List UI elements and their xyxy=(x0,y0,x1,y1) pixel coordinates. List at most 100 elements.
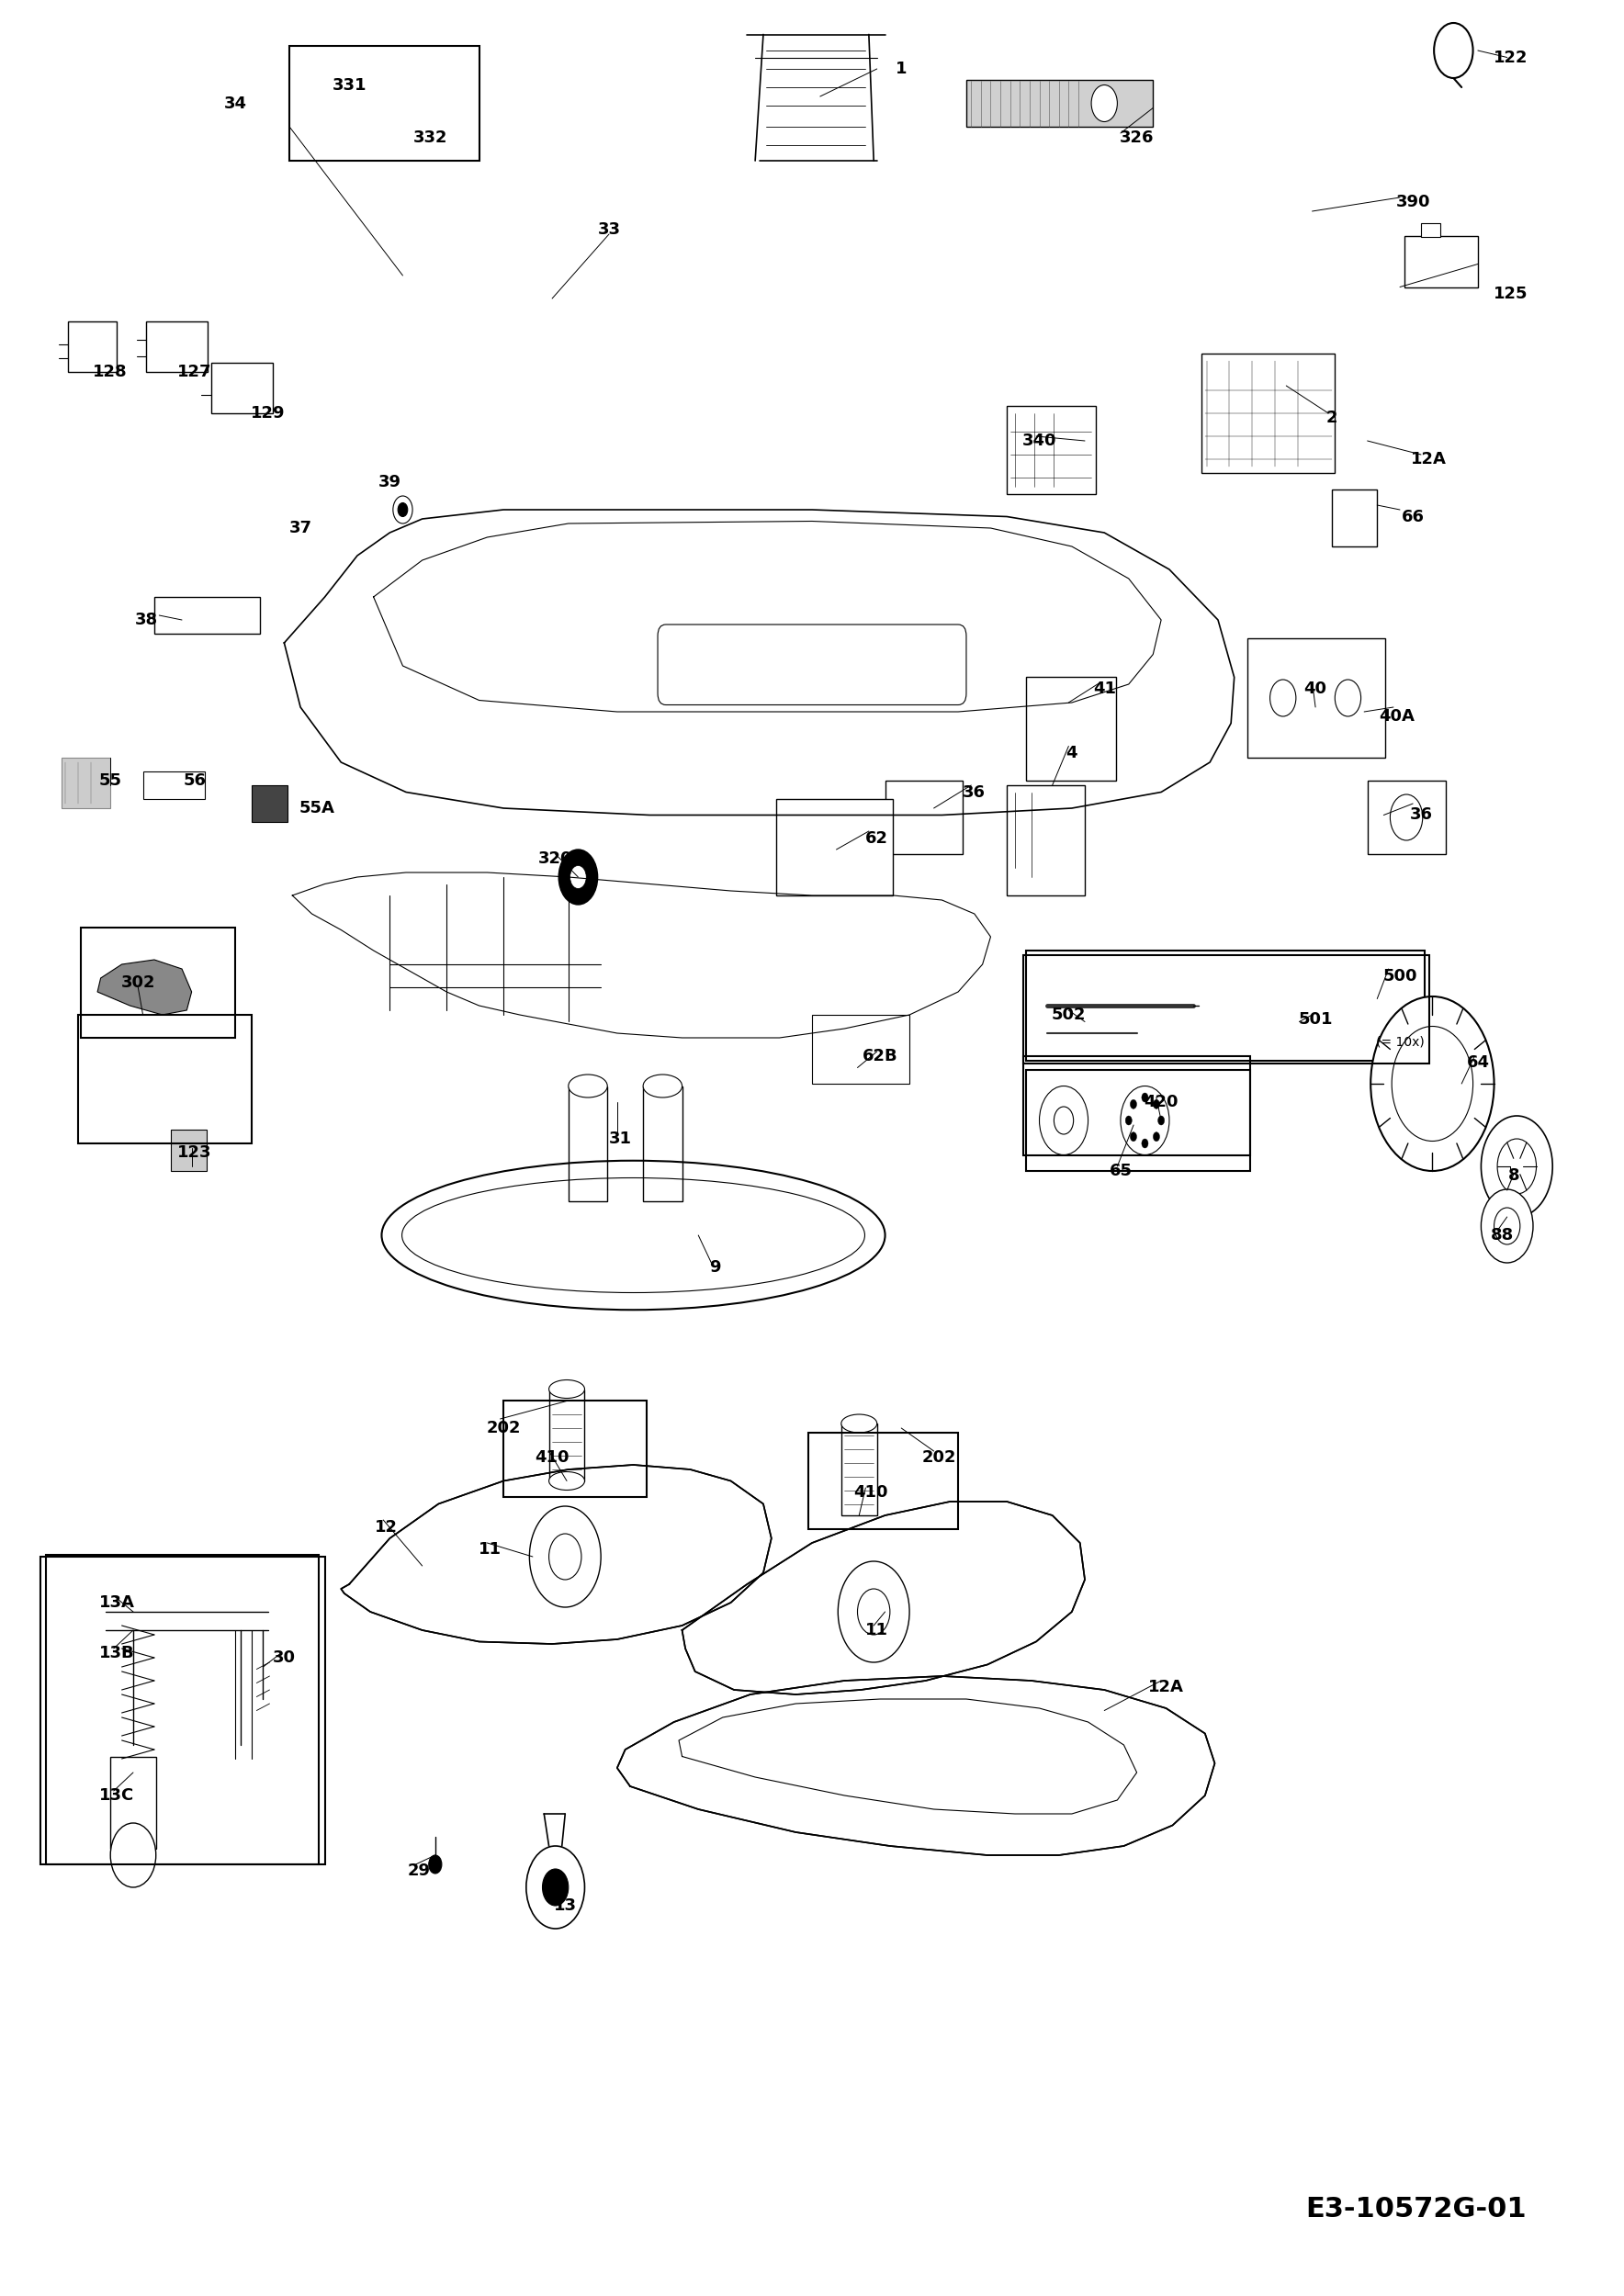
Bar xyxy=(1405,236,1478,287)
Bar xyxy=(211,363,273,413)
Text: 501: 501 xyxy=(1298,1010,1333,1029)
Text: 33: 33 xyxy=(598,220,620,239)
Bar xyxy=(41,1557,325,1864)
Bar xyxy=(78,1015,252,1143)
Circle shape xyxy=(1390,794,1423,840)
Bar xyxy=(812,1015,909,1084)
Text: 41: 41 xyxy=(1093,680,1116,698)
Text: 1: 1 xyxy=(895,60,908,78)
Text: 13A: 13A xyxy=(99,1593,135,1612)
Bar xyxy=(62,758,110,808)
Text: 66: 66 xyxy=(1402,507,1424,526)
Text: 29: 29 xyxy=(408,1862,430,1880)
Bar xyxy=(1007,785,1085,895)
Circle shape xyxy=(1153,1100,1160,1109)
Bar xyxy=(171,1130,206,1171)
Circle shape xyxy=(1158,1116,1164,1125)
Bar xyxy=(885,781,963,854)
Text: 64: 64 xyxy=(1466,1054,1489,1072)
Bar xyxy=(1332,489,1377,546)
Bar xyxy=(1367,781,1445,854)
Circle shape xyxy=(1270,680,1296,716)
Text: 128: 128 xyxy=(93,363,128,381)
Ellipse shape xyxy=(549,1472,585,1490)
Bar xyxy=(549,1389,585,1481)
Text: 11: 11 xyxy=(479,1541,502,1559)
Text: 410: 410 xyxy=(534,1449,570,1467)
Bar xyxy=(289,46,479,161)
Bar xyxy=(1023,955,1429,1063)
Text: 9: 9 xyxy=(708,1258,721,1277)
Bar xyxy=(1026,1070,1250,1171)
Text: 202: 202 xyxy=(486,1419,521,1437)
Bar xyxy=(1026,677,1116,781)
Bar xyxy=(146,321,208,372)
Circle shape xyxy=(398,503,408,517)
Text: 55A: 55A xyxy=(299,799,335,817)
Text: 8: 8 xyxy=(1507,1166,1520,1185)
Circle shape xyxy=(1481,1116,1553,1217)
Circle shape xyxy=(1130,1132,1137,1141)
Circle shape xyxy=(838,1561,909,1662)
Bar xyxy=(643,1086,682,1201)
Circle shape xyxy=(429,1855,442,1874)
Text: 40A: 40A xyxy=(1379,707,1415,726)
Bar xyxy=(110,1756,156,1848)
Text: 125: 125 xyxy=(1492,285,1528,303)
Text: 4: 4 xyxy=(1065,744,1078,762)
Text: 127: 127 xyxy=(177,363,213,381)
Text: 332: 332 xyxy=(412,129,448,147)
Ellipse shape xyxy=(841,1414,877,1433)
Text: 12: 12 xyxy=(375,1518,398,1536)
Circle shape xyxy=(1392,1026,1473,1141)
Bar xyxy=(568,1086,607,1201)
Circle shape xyxy=(1494,1208,1520,1244)
Bar xyxy=(841,1424,877,1515)
Circle shape xyxy=(1091,85,1117,122)
Bar xyxy=(776,799,893,895)
Text: 36: 36 xyxy=(963,783,986,801)
Text: 320: 320 xyxy=(538,850,573,868)
Circle shape xyxy=(559,850,598,905)
Text: 62: 62 xyxy=(866,829,888,847)
Text: 13C: 13C xyxy=(99,1786,135,1805)
Circle shape xyxy=(1130,1100,1137,1109)
Text: 302: 302 xyxy=(120,974,156,992)
Circle shape xyxy=(857,1589,890,1635)
Circle shape xyxy=(1142,1093,1148,1102)
Text: 202: 202 xyxy=(921,1449,957,1467)
Text: 39: 39 xyxy=(378,473,401,491)
Text: 410: 410 xyxy=(853,1483,888,1502)
Bar xyxy=(81,928,235,1038)
Ellipse shape xyxy=(643,1075,682,1097)
Bar xyxy=(1023,1056,1250,1155)
Text: 123: 123 xyxy=(177,1143,213,1162)
Bar xyxy=(1007,406,1096,494)
Circle shape xyxy=(110,1823,156,1887)
Polygon shape xyxy=(682,1502,1085,1694)
Circle shape xyxy=(1497,1139,1536,1194)
Text: 500: 500 xyxy=(1382,967,1418,985)
Bar xyxy=(1421,223,1440,236)
Text: 502: 502 xyxy=(1051,1006,1086,1024)
Text: 36: 36 xyxy=(1410,806,1432,824)
Bar xyxy=(45,1554,318,1864)
Text: 13: 13 xyxy=(554,1896,577,1915)
Ellipse shape xyxy=(568,1075,607,1097)
Text: 40: 40 xyxy=(1304,680,1327,698)
Circle shape xyxy=(549,1534,581,1580)
Circle shape xyxy=(529,1506,601,1607)
Circle shape xyxy=(1153,1132,1160,1141)
Bar xyxy=(966,80,1153,126)
Text: 12A: 12A xyxy=(1148,1678,1184,1697)
Text: 11: 11 xyxy=(866,1621,888,1639)
Circle shape xyxy=(526,1846,585,1929)
Text: 62B: 62B xyxy=(862,1047,898,1065)
Circle shape xyxy=(393,496,412,523)
Circle shape xyxy=(1371,996,1494,1171)
Text: 56: 56 xyxy=(184,771,206,790)
Polygon shape xyxy=(617,1676,1215,1855)
Circle shape xyxy=(1121,1086,1169,1155)
Text: 13B: 13B xyxy=(99,1644,135,1662)
Circle shape xyxy=(1481,1189,1533,1263)
